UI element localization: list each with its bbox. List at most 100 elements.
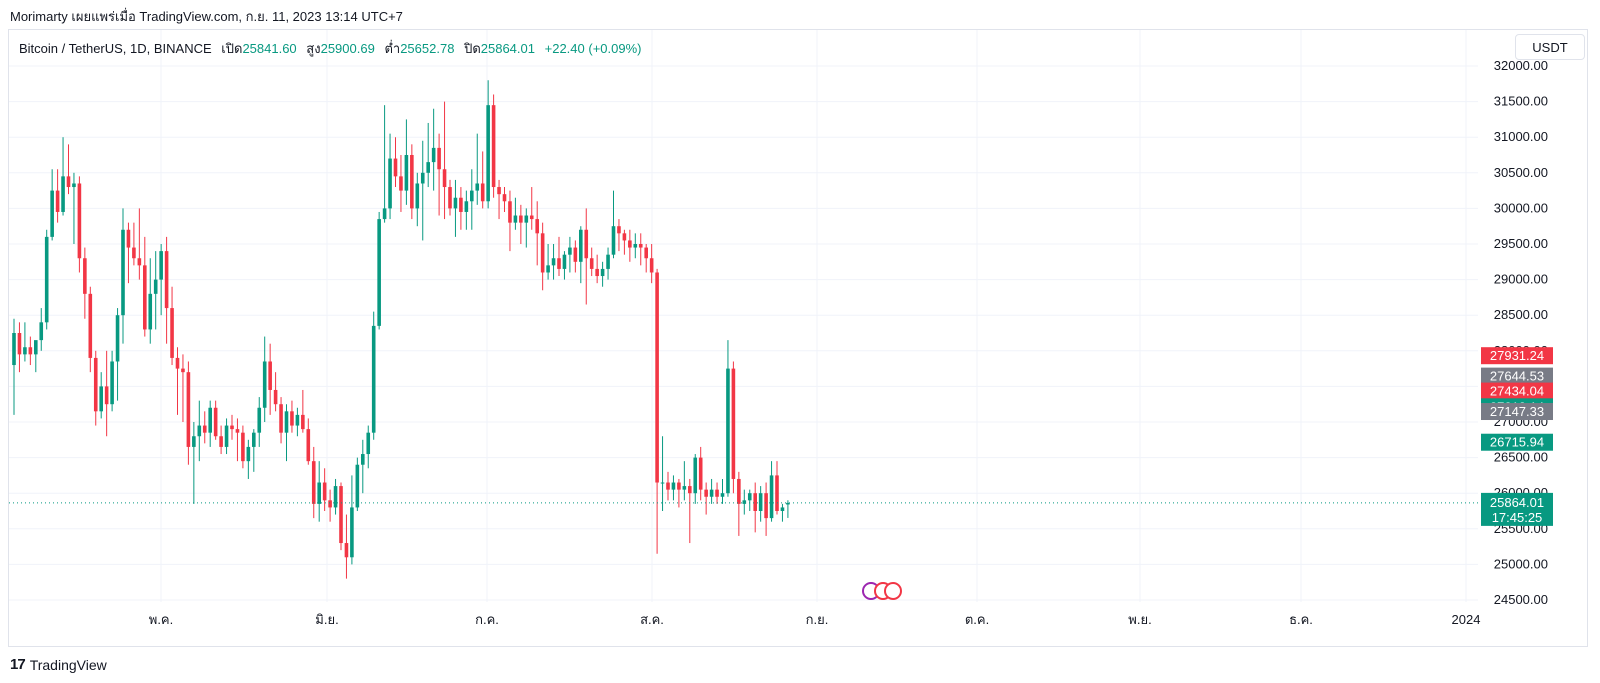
candle-body	[529, 215, 534, 220]
candle-body	[393, 158, 398, 177]
candle-body	[350, 507, 354, 558]
candle-body	[170, 308, 174, 358]
candle-body	[606, 254, 610, 269]
candle-body	[611, 226, 616, 255]
close-value: 25864.01	[480, 41, 535, 56]
candle-body	[524, 215, 529, 223]
candle-body	[742, 500, 747, 504]
time-tick-label: พ.ย.	[1128, 612, 1151, 627]
price-tick-label: 31000.00	[1494, 129, 1548, 144]
high-label: สูง	[306, 41, 321, 56]
candle-body	[486, 105, 490, 202]
candle-body	[366, 432, 371, 455]
candle-body	[23, 347, 27, 355]
candle-body	[44, 236, 49, 323]
last-price-text: 25864.01	[1490, 495, 1544, 510]
candle-body	[404, 155, 409, 191]
price-tick-label: 26500.00	[1494, 450, 1548, 465]
candle-body	[758, 493, 763, 511]
candle-body	[55, 190, 60, 212]
candle-body	[459, 197, 463, 212]
candle-body	[698, 457, 703, 490]
candle-body	[311, 461, 316, 504]
candle-body	[34, 340, 38, 355]
candle-body	[77, 183, 82, 259]
candle-body	[655, 272, 659, 483]
candle-body	[279, 404, 283, 433]
price-tick-label: 24500.00	[1494, 592, 1548, 607]
candle-body	[328, 500, 332, 508]
candle-body	[775, 475, 779, 511]
candle-body	[355, 464, 360, 508]
candle-body	[535, 219, 539, 234]
candle-body	[480, 183, 485, 202]
price-tick-label: 32000.00	[1494, 58, 1548, 73]
publication-caption: Morimarty เผยแพร่เมื่อ TradingView.com, …	[10, 9, 403, 24]
candle-body	[143, 265, 147, 330]
candle-body	[437, 147, 441, 170]
time-tick-label: พ.ค.	[149, 612, 174, 627]
candle-body	[61, 176, 65, 212]
candle-body	[617, 226, 621, 234]
candle-body	[148, 293, 153, 330]
brand-name: TradingView	[29, 656, 107, 673]
candle-body	[262, 361, 267, 408]
candle-body	[660, 482, 665, 484]
event-markers	[862, 582, 902, 600]
low-label: ต่ำ	[384, 41, 401, 56]
candle-body	[230, 425, 234, 430]
candle-body	[219, 436, 223, 447]
chart-frame[interactable]	[8, 29, 1588, 647]
symbol-name: Bitcoin / TetherUS, 1D, BINANCE	[19, 41, 212, 56]
price-label-text: 27434.04	[1490, 384, 1544, 399]
price-label-box	[1481, 367, 1553, 385]
candle-body	[83, 258, 87, 294]
time-axis: พ.ค. มิ.ย. ก.ค. ส.ค. ก.ย. ต.ค. พ.ย. ธ.ค. 2024	[149, 612, 1481, 627]
candle-body	[442, 169, 447, 188]
candle-body	[497, 187, 501, 195]
tradingview-logo-icon: 17	[10, 656, 26, 673]
candle-body	[322, 482, 327, 501]
candle-body	[671, 482, 676, 490]
candle-body	[546, 265, 550, 273]
candle-body	[333, 486, 338, 508]
currency-button[interactable]: USDT	[1515, 34, 1585, 60]
countdown-text: 17:45:25	[1492, 510, 1543, 525]
price-tick-label: 30500.00	[1494, 165, 1548, 180]
candle-body	[132, 247, 136, 259]
price-label-text: 27644.53	[1490, 369, 1544, 384]
candle-body	[448, 187, 452, 209]
footer-brand[interactable]: 17 TradingView	[10, 656, 107, 673]
open-value: 25841.60	[242, 41, 297, 56]
candle-body	[557, 258, 561, 269]
price-tick-label: 29000.00	[1494, 272, 1548, 287]
candle-body	[649, 258, 654, 273]
candle-body	[622, 233, 627, 241]
high-value: 25900.69	[320, 41, 375, 56]
candle-body	[72, 183, 76, 188]
candle-body	[137, 258, 142, 266]
candle-body	[726, 368, 730, 494]
time-tick-label: ธ.ค.	[1289, 612, 1313, 627]
candle-body	[415, 183, 420, 209]
candle-body	[502, 194, 507, 202]
candle-body	[104, 386, 109, 405]
candle-body	[213, 407, 218, 437]
candle-body	[382, 208, 387, 220]
candle-body	[246, 446, 251, 462]
candle-body	[579, 229, 583, 262]
symbol-legend: Bitcoin / TetherUS, 1D, BINANCE เปิด2584…	[19, 38, 641, 59]
price-label-box	[1481, 403, 1553, 421]
candle-body	[241, 432, 245, 462]
price-axis: 24500.0025000.0025500.0026000.0026500.00…	[1494, 58, 1548, 607]
candle-body	[126, 229, 131, 248]
candle-body	[290, 411, 294, 426]
price-tick-label: 31500.00	[1494, 94, 1548, 109]
price-label-text: 27931.24	[1490, 348, 1544, 363]
price-label-box	[1481, 382, 1553, 400]
candle-body	[600, 268, 605, 277]
candle-body	[677, 482, 681, 490]
candle-body	[666, 482, 670, 490]
candle-body	[737, 478, 741, 504]
